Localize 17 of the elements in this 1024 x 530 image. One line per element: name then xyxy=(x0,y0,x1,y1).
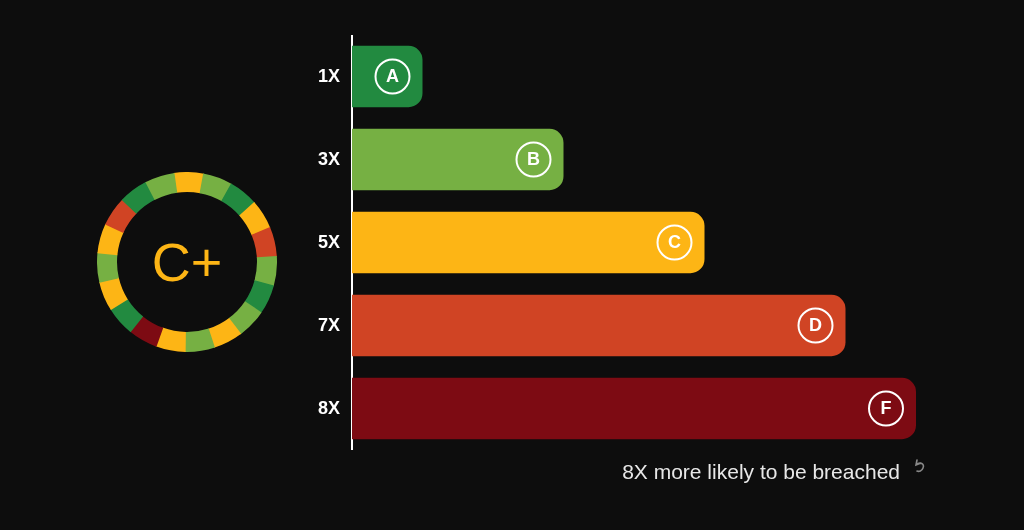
data-label: 5X xyxy=(317,232,340,253)
y-tick-label: D xyxy=(809,315,822,336)
data-label: 7X xyxy=(317,315,340,336)
bar xyxy=(352,128,564,191)
bar xyxy=(352,377,916,440)
data-label: 8X xyxy=(317,398,340,419)
data-label: 3X xyxy=(317,149,340,170)
text: 8X more likely to be breached xyxy=(621,460,900,484)
y-tick-label: A xyxy=(386,66,399,87)
text: C+ xyxy=(150,232,224,292)
y-tick-label: B xyxy=(527,149,540,170)
bar xyxy=(352,211,705,274)
bar xyxy=(352,294,846,357)
bar xyxy=(352,45,423,108)
y-tick-label: F xyxy=(880,398,892,419)
y-tick-label: C xyxy=(668,232,681,253)
data-label: 1X xyxy=(317,66,340,87)
